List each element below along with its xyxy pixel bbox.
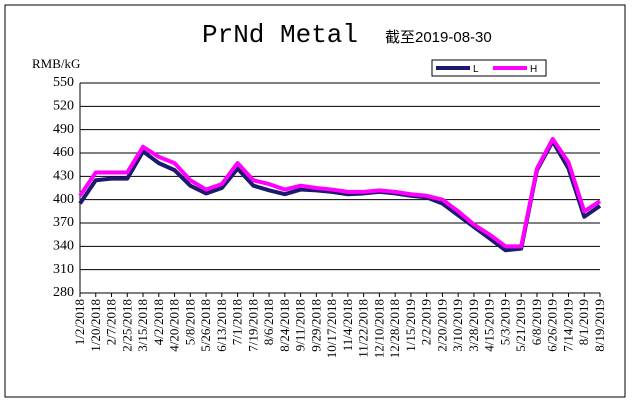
x-tick-label: 8/24/2018 [277,299,292,352]
x-tick-label: 8/6/2018 [261,299,276,345]
x-tick-label: 8/19/2019 [592,299,607,352]
x-tick-label: 2/7/2018 [104,299,119,345]
x-tick-label: 9/29/2018 [308,299,323,352]
legend-label: H [530,64,537,75]
series-line [78,139,602,253]
y-tick-label: 340 [53,239,74,254]
y-tick-label: 280 [53,285,74,300]
x-tick-label: 3/15/2018 [135,299,150,352]
y-tick-label: 520 [53,99,74,114]
x-tick-label: 11/4/2018 [340,299,355,351]
x-tick-label: 6/8/2019 [529,299,544,345]
y-tick-label: 460 [53,145,74,160]
x-tick-label: 3/28/2019 [466,299,481,352]
legend-label: L [473,64,479,75]
y-tick-label: 430 [53,169,74,184]
x-tick-label: 1/15/2019 [403,299,418,352]
x-tick-label: 12/28/2018 [387,299,402,358]
x-tick-label: 2/25/2018 [119,299,134,352]
x-tick-label: 6/13/2018 [214,299,229,352]
series-line [78,137,602,249]
x-tick-label: 5/26/2018 [198,299,213,352]
y-tick-label: 490 [53,122,74,137]
x-tick-label: 7/19/2018 [245,299,260,352]
y-axis-label: RMB/kG [32,56,80,71]
chart-subtitle: 截至2019-08-30 [385,29,492,46]
y-tick-label: 310 [53,262,74,277]
x-tick-label: 2/20/2019 [434,299,449,352]
x-tick-label: 3/10/2019 [450,299,465,352]
x-tick-label: 5/3/2019 [497,299,512,345]
x-tick-label: 12/10/2018 [371,299,386,358]
chart-title: PrNd Metal [202,20,358,50]
y-tick-label: 550 [53,75,74,90]
x-tick-label: 7/14/2019 [560,299,575,352]
x-tick-label: 6/26/2019 [545,299,560,352]
x-tick-label: 11/22/2018 [356,299,371,358]
x-tick-label: 1/2/2018 [72,299,87,345]
x-tick-label: 4/15/2019 [482,299,497,352]
legend-box [431,59,547,77]
x-tick-label: 4/20/2018 [167,299,182,352]
x-tick-label: 5/8/2018 [182,299,197,345]
x-tick-label: 5/21/2019 [513,299,528,352]
x-tick-label: 1/20/2018 [88,299,103,352]
x-tick-label: 10/17/2018 [324,299,339,358]
x-tick-label: 8/1/2019 [576,299,591,345]
x-tick-label: 9/11/2018 [293,299,308,351]
y-tick-label: 400 [53,192,74,207]
x-tick-label: 2/2/2019 [419,299,434,345]
x-tick-label: 7/1/2018 [230,299,245,345]
x-tick-label: 4/2/2018 [151,299,166,345]
y-tick-label: 370 [53,215,74,230]
